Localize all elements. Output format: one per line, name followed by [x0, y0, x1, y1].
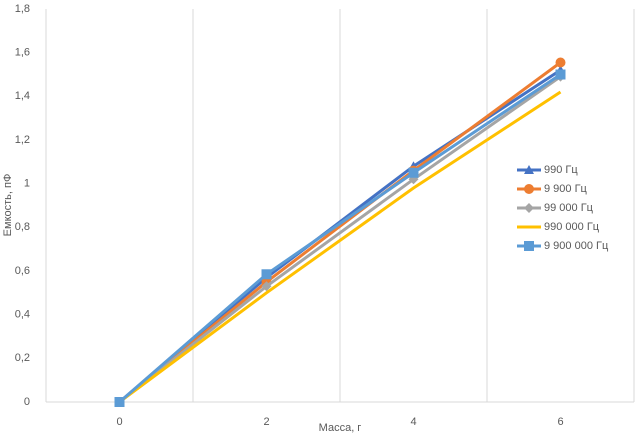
y-tick-label: 1,8	[15, 3, 30, 15]
marker	[261, 269, 272, 280]
marker	[524, 184, 534, 194]
marker	[261, 281, 272, 292]
series-line	[118, 75, 562, 404]
y-tick-label: 0,2	[15, 352, 30, 364]
marker	[114, 397, 125, 407]
y-tick-label: 1,2	[15, 134, 30, 146]
marker	[524, 241, 534, 251]
legend-label: 9 900 000 Гц	[544, 240, 609, 252]
marker	[524, 165, 534, 174]
legend-label: 990 Гц	[544, 164, 578, 176]
y-tick-label: 1,4	[15, 90, 30, 102]
marker	[555, 69, 566, 80]
legend-label: 9 900 Гц	[544, 183, 588, 195]
x-tick-label: 2	[263, 416, 269, 428]
legend-label: 99 000 Гц	[544, 202, 594, 214]
y-tick-label: 1	[24, 178, 30, 190]
y-tick-label: 1,6	[15, 47, 30, 59]
y-axis-label: Емкость, пФ	[2, 174, 14, 237]
marker	[555, 57, 566, 68]
y-tick-label: 0	[24, 396, 30, 408]
y-tick-label: 0,4	[15, 309, 30, 321]
y-tick-label: 0,6	[15, 265, 30, 277]
x-tick-label: 6	[557, 416, 563, 428]
legend-label: 990 000 Гц	[544, 221, 600, 233]
series-line	[118, 90, 562, 404]
x-axis-label: Масса, г	[319, 422, 362, 434]
y-tick-label: 0,8	[15, 221, 30, 233]
x-tick-label: 0	[116, 416, 122, 428]
marker	[408, 167, 419, 178]
marker	[524, 203, 534, 213]
series-line	[118, 73, 562, 404]
x-tick-label: 4	[410, 416, 416, 428]
series-line	[118, 61, 562, 404]
